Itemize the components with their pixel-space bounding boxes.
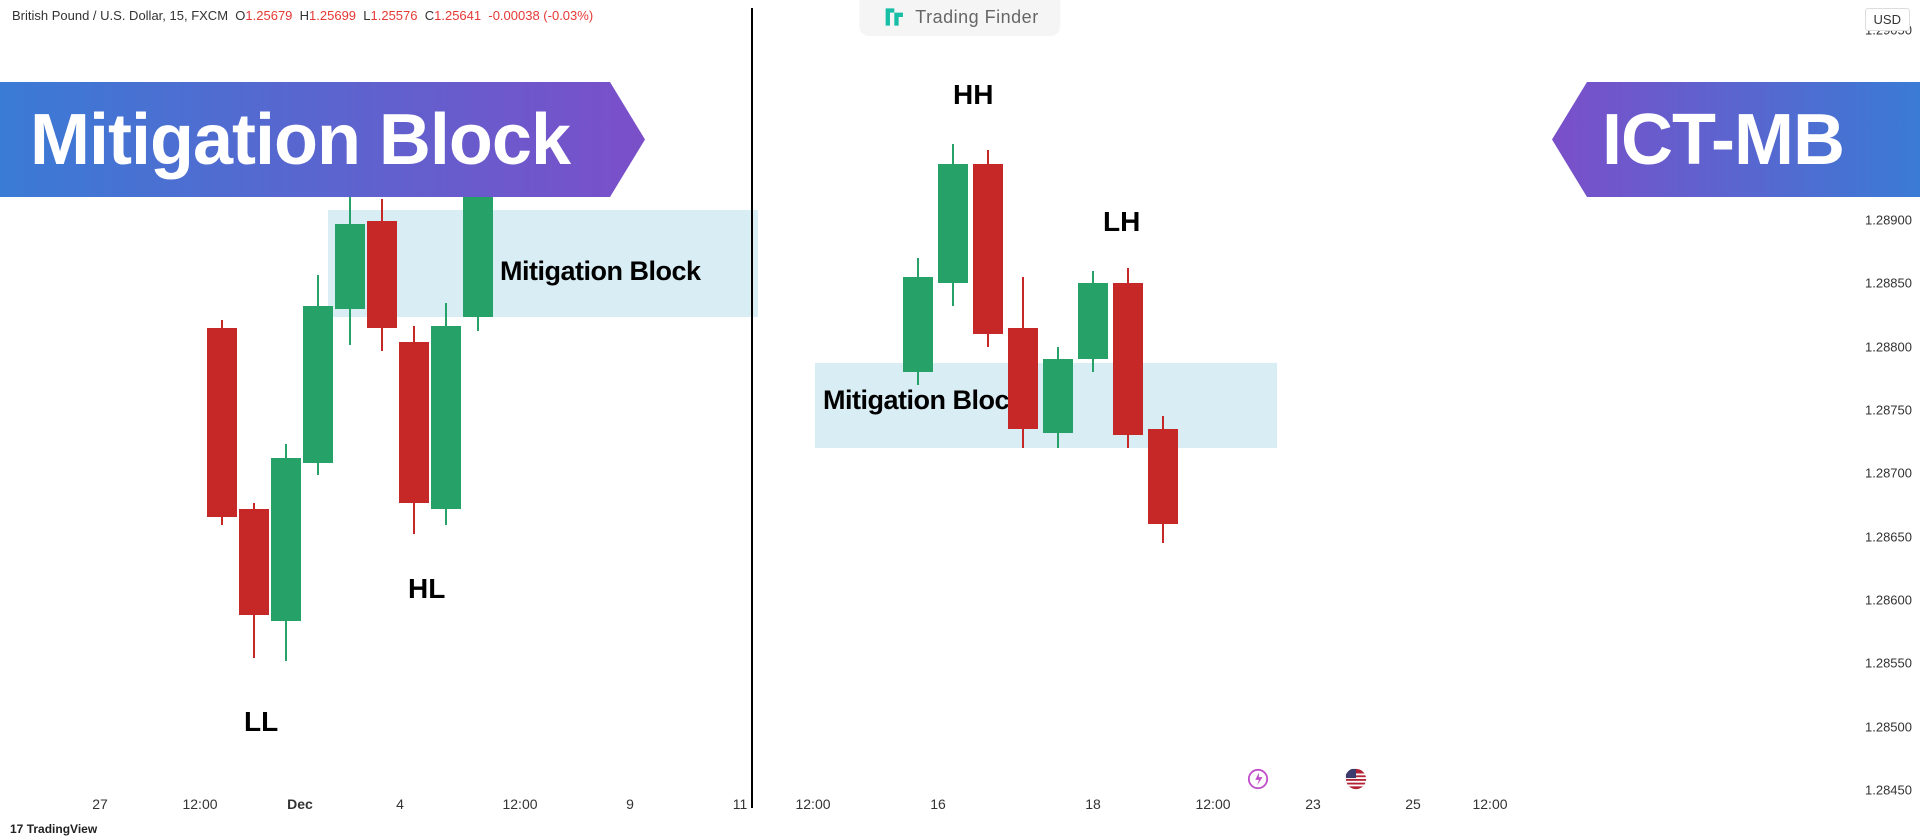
time-tick: 4	[396, 796, 404, 812]
time-tick: 27	[92, 796, 108, 812]
time-axis-left: 27 12:00 Dec 4 12:00 9 11	[0, 796, 751, 816]
time-tick: 25	[1405, 796, 1421, 812]
candle	[938, 30, 968, 790]
chart-right[interactable]: Mitigation BlockHHLH	[753, 30, 1490, 790]
price-tick: 1.28900	[1865, 213, 1912, 228]
time-tick: 12:00	[1195, 796, 1230, 812]
price-tick: 1.28450	[1865, 783, 1912, 798]
time-tick: 18	[1085, 796, 1101, 812]
brand-text: Trading Finder	[915, 7, 1038, 28]
change-value: -0.00038 (-0.03%)	[488, 8, 593, 23]
time-tick: 23	[1305, 796, 1321, 812]
price-annotation: LH	[1103, 206, 1140, 238]
price-tick: 1.28850	[1865, 276, 1912, 291]
banner-left: Mitigation Block	[0, 82, 645, 197]
banner-right: ICT-MB	[1552, 82, 1920, 197]
candle	[1008, 30, 1038, 790]
time-tick: 11	[733, 796, 748, 812]
panel-divider	[751, 8, 753, 808]
candle	[903, 30, 933, 790]
flag-us-icon[interactable]	[1345, 768, 1367, 790]
brand-icon	[881, 4, 907, 30]
candle	[1113, 30, 1143, 790]
time-tick: 12:00	[1472, 796, 1507, 812]
symbol-header: British Pound / U.S. Dollar, 15, FXCM O1…	[12, 8, 593, 23]
pair-label: British Pound / U.S. Dollar, 15, FXCM	[12, 8, 228, 23]
time-tick: Dec	[287, 796, 313, 812]
price-annotation: LL	[244, 706, 278, 738]
brand-logo: Trading Finder	[859, 0, 1060, 36]
price-tick: 1.28650	[1865, 529, 1912, 544]
tradingview-credit: 17 TradingView	[10, 822, 97, 836]
candle	[1078, 30, 1108, 790]
time-tick: 12:00	[182, 796, 217, 812]
candle	[1148, 30, 1178, 790]
candle	[1043, 30, 1073, 790]
price-annotation: HL	[408, 573, 445, 605]
candle	[973, 30, 1003, 790]
price-tick: 1.28800	[1865, 339, 1912, 354]
time-tick: 12:00	[795, 796, 830, 812]
price-tick: 1.28750	[1865, 403, 1912, 418]
price-tick: 1.28600	[1865, 593, 1912, 608]
zone-label: Mitigation Block	[500, 256, 701, 287]
price-tick: 1.28550	[1865, 656, 1912, 671]
time-tick: 16	[930, 796, 946, 812]
time-axis-right: 12:00161812:00232512:00	[753, 796, 1490, 816]
alert-icon[interactable]	[1247, 768, 1269, 790]
time-tick: 12:00	[502, 796, 537, 812]
time-tick: 9	[626, 796, 634, 812]
price-tick: 1.28500	[1865, 719, 1912, 734]
price-annotation: HH	[953, 79, 993, 111]
price-tick: 1.28700	[1865, 466, 1912, 481]
currency-badge[interactable]: USD	[1865, 8, 1910, 31]
